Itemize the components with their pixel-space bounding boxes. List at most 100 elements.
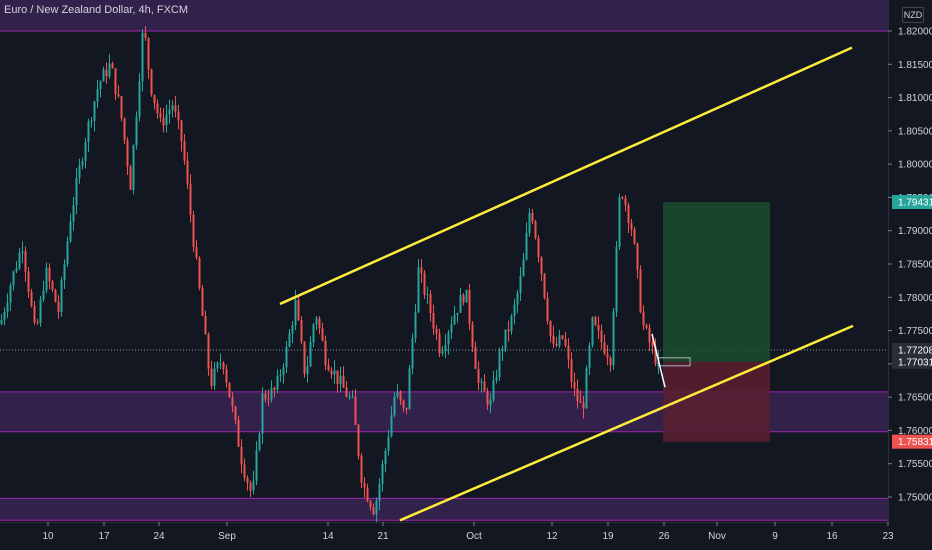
candle-body — [216, 363, 219, 369]
candle-body — [642, 312, 645, 326]
candle-body — [360, 455, 363, 483]
candle-body — [585, 368, 588, 409]
candle-body — [210, 368, 213, 386]
candle-body — [273, 387, 276, 390]
candle-body — [114, 68, 117, 95]
candle-body — [648, 327, 651, 343]
candle-body — [573, 382, 576, 389]
stop-loss-price-marker-label: 1.75831 — [898, 437, 932, 448]
candle-body — [207, 334, 210, 369]
candle-body — [162, 117, 165, 126]
lower-trendline[interactable] — [399, 324, 854, 522]
candle-body — [558, 335, 561, 346]
candle-body — [171, 105, 174, 110]
candle-body — [264, 393, 267, 400]
candle-body — [483, 381, 486, 392]
candle-body — [66, 241, 69, 265]
take-profit-price-marker-box[interactable] — [892, 195, 932, 210]
candle-body — [315, 318, 318, 325]
loss-zone-box[interactable] — [663, 361, 770, 442]
price-tick-label: 1.80000 — [898, 160, 932, 171]
candle-body — [249, 482, 252, 491]
candle-body — [417, 267, 420, 313]
candle-body — [72, 205, 75, 222]
candle-body — [537, 238, 540, 258]
candle-body — [576, 388, 579, 402]
candle-body — [18, 253, 21, 269]
candle-body — [141, 32, 144, 82]
candle-body — [654, 346, 657, 364]
candle-body — [336, 370, 339, 384]
candle-body — [567, 345, 570, 360]
candle-body — [255, 449, 258, 481]
candle-body — [591, 317, 594, 346]
candle-body — [39, 299, 42, 324]
candle-body — [651, 342, 654, 347]
time-tick-label: 9 — [772, 531, 778, 542]
candle-body — [597, 325, 600, 331]
candle-body — [405, 407, 408, 410]
candle-body — [54, 289, 57, 303]
candle-body — [174, 105, 177, 112]
profit-zone-box[interactable] — [663, 202, 770, 362]
candle-body — [387, 436, 390, 451]
candle-body — [243, 464, 246, 478]
time-tick-label: 19 — [602, 531, 614, 542]
candle-body — [579, 401, 582, 403]
candle-body — [48, 267, 51, 282]
candle-body — [480, 381, 483, 383]
candle-body — [348, 396, 351, 398]
candle-body — [468, 289, 471, 324]
candle-body — [450, 324, 453, 333]
candle-body — [183, 141, 186, 161]
candle-body — [15, 268, 18, 272]
candle-body — [498, 351, 501, 378]
candle-body — [222, 362, 225, 370]
candle-body — [90, 120, 93, 122]
candle-body — [288, 333, 291, 347]
candle-body — [168, 109, 171, 115]
entry-price-marker-box[interactable] — [892, 354, 932, 369]
candle-body — [123, 118, 126, 141]
candle-body — [42, 290, 45, 300]
candle-body — [159, 113, 162, 118]
candle-body — [285, 346, 288, 368]
candle-body — [606, 353, 609, 359]
candle-body — [180, 120, 183, 142]
price-axis-panel[interactable] — [888, 0, 932, 550]
currency-badge[interactable]: NZD — [902, 7, 924, 23]
price-tick-label: 1.78000 — [898, 293, 932, 304]
price-tick-label: 1.82000 — [898, 27, 932, 38]
candle-body — [99, 81, 102, 90]
candle-body — [102, 69, 105, 82]
candle-body — [426, 294, 429, 296]
candle-body — [615, 246, 618, 312]
price-tick-label: 1.81500 — [898, 60, 932, 71]
candle-body — [339, 375, 342, 384]
projection-line[interactable] — [651, 333, 666, 388]
candle-body — [627, 205, 630, 224]
candle-body — [324, 340, 327, 366]
candle-body — [177, 111, 180, 121]
candle-body — [501, 348, 504, 352]
candle-body — [612, 311, 615, 366]
candle-body — [474, 346, 477, 369]
zone-rect[interactable] — [0, 498, 888, 521]
candle-body — [639, 269, 642, 313]
candle-body — [393, 396, 396, 416]
candle-body — [261, 393, 264, 434]
candle-body — [279, 374, 282, 376]
upper-trendline[interactable] — [279, 46, 853, 306]
stop-loss-price-marker-box[interactable] — [892, 434, 932, 449]
candle-body — [423, 273, 426, 295]
candle-body — [270, 387, 273, 400]
candle-body — [486, 391, 489, 405]
zone-rect[interactable] — [0, 0, 888, 31]
time-axis-panel[interactable] — [0, 522, 932, 550]
last-price-marker-box[interactable] — [892, 343, 932, 358]
price-tick-label: 1.75500 — [898, 459, 932, 470]
candle-body — [240, 446, 243, 465]
candle-body — [189, 183, 192, 215]
